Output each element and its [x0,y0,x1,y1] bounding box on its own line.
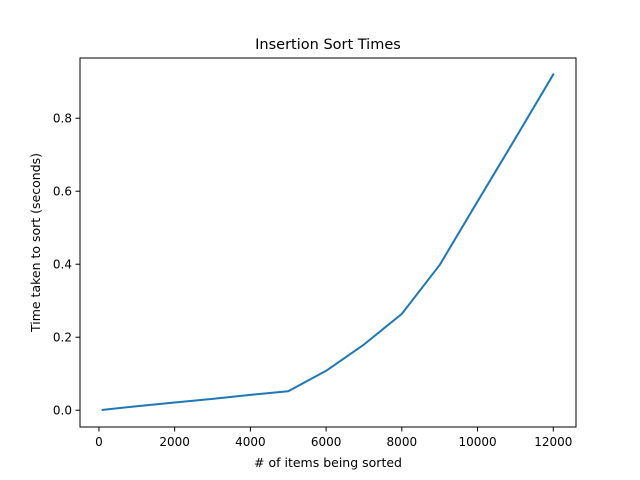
x-tick-label: 4000 [235,435,266,449]
x-tick-label: 10000 [458,435,496,449]
axes-frame [79,57,577,428]
y-tick-label: 0.8 [53,112,72,126]
y-tick-label: 0.6 [53,185,72,199]
y-tick-label: 0.0 [53,404,72,418]
x-tick-label: 6000 [311,435,342,449]
y-axis-label: Time taken to sort (seconds) [28,153,43,333]
y-axis: 0.0 0.2 0.4 0.6 0.8 [53,112,80,418]
y-tick-label: 0.2 [53,331,72,345]
x-tick-label: 12000 [534,435,572,449]
series-line [101,73,555,411]
x-tick-label: 2000 [159,435,190,449]
x-tick-label: 0 [95,435,103,449]
x-axis: 0 2000 4000 6000 8000 10000 12000 [95,427,572,449]
plot-area [101,73,555,411]
x-axis-label: # of items being sorted [254,455,402,470]
x-tick-label: 8000 [387,435,418,449]
y-tick-label: 0.4 [53,258,72,272]
chart-title: Insertion Sort Times [255,37,401,53]
